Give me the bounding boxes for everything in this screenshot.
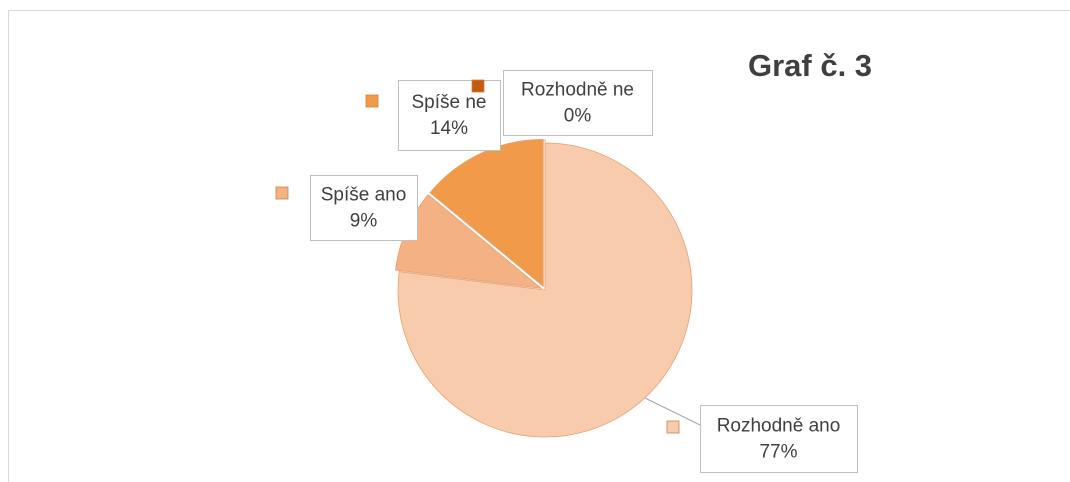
leader-line: [644, 397, 701, 426]
label-box: [310, 175, 418, 241]
value-label: 0%: [564, 106, 592, 127]
legend-marker: [275, 186, 289, 200]
label-box: [700, 405, 858, 473]
label-box: [503, 70, 653, 136]
category-label: Spíše ano: [321, 185, 407, 206]
chart-title: Graf č. 3: [748, 48, 872, 83]
pie-slice: [397, 142, 693, 438]
legend-marker: [666, 420, 680, 434]
pie-slice: [429, 138, 544, 288]
label-box: [398, 80, 501, 151]
legend-marker: [365, 94, 379, 108]
value-label: 14%: [430, 118, 468, 139]
category-label: Rozhodně ne: [521, 80, 634, 101]
value-label: 77%: [759, 442, 797, 463]
value-label: 9%: [350, 211, 378, 232]
chart-frame: [8, 10, 1070, 482]
category-label: Spíše ne: [412, 92, 487, 113]
legend-marker: [471, 79, 485, 93]
category-label: Rozhodně ano: [717, 416, 841, 437]
